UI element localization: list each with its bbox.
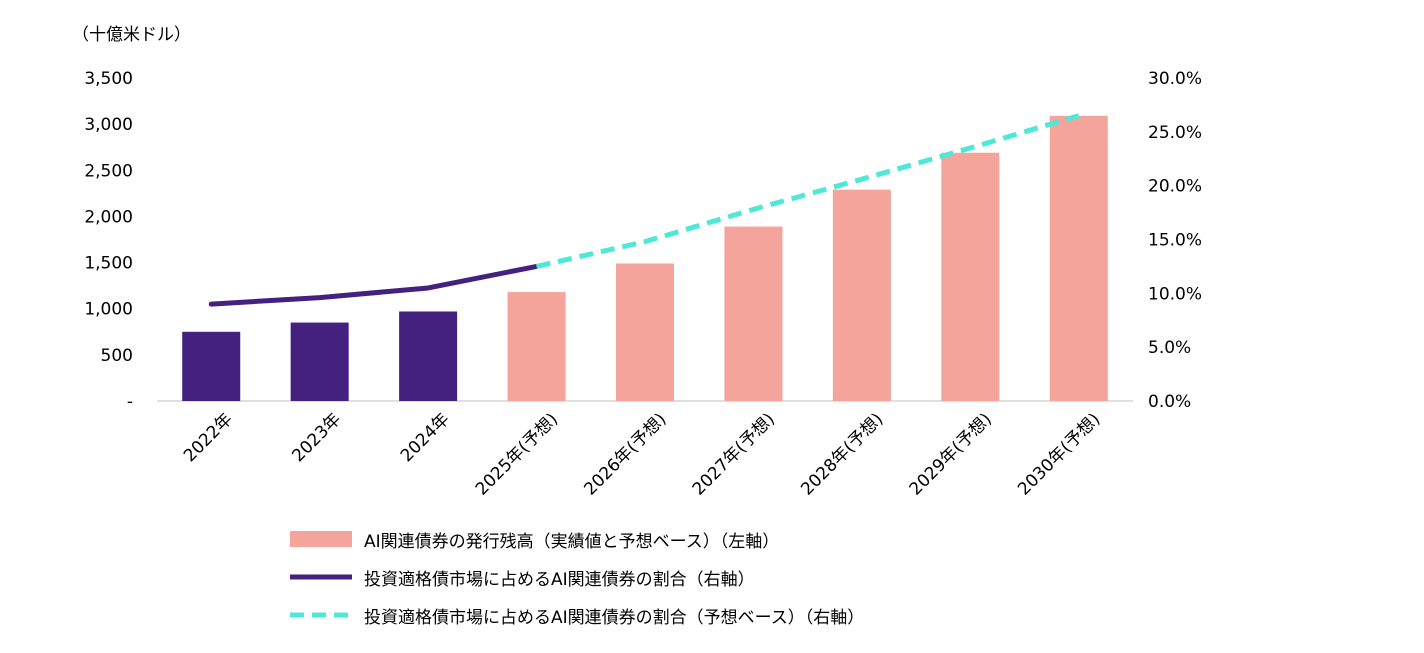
line-series — [208, 113, 1080, 307]
bar-series — [182, 115, 1108, 401]
bar — [832, 189, 891, 401]
bar — [941, 152, 1000, 401]
bar — [724, 226, 783, 401]
legend-label-line-forecast: 投資適格債市場に占めるAI関連債券の割合（予想ベース）（右軸） — [364, 607, 865, 628]
left-tick-label: - — [127, 392, 133, 412]
left-tick-label: 3,000 — [84, 115, 133, 135]
legend-item-line-actual: 投資適格債市場に占めるAI関連債券の割合（右軸） — [290, 558, 864, 596]
left-tick-label: 2,000 — [84, 207, 133, 227]
left-tick-label: 500 — [101, 346, 133, 366]
legend-swatch-line-actual — [290, 567, 352, 587]
x-tick-label: 2030年(予想) — [1014, 409, 1104, 499]
left-axis-unit-label: （十億米ドル） — [72, 25, 191, 45]
left-tick-label: 2,500 — [84, 161, 133, 181]
right-tick-label: 15.0% — [1148, 231, 1202, 251]
x-tick-label: 2025年(予想) — [472, 409, 562, 499]
bar — [616, 263, 674, 401]
x-tick-label: 2028年(予想) — [797, 409, 887, 499]
bar — [399, 311, 458, 401]
legend-label-bars: AI関連債券の発行残高（実績値と予想ベース）（左軸） — [364, 531, 780, 552]
left-tick-label: 1,000 — [84, 300, 133, 320]
right-tick-label: 20.0% — [1148, 177, 1202, 197]
bar — [290, 322, 349, 401]
right-tick-label: 30.0% — [1148, 69, 1202, 89]
line-forecast-share — [535, 113, 1080, 269]
line-actual-share — [208, 263, 540, 307]
bar — [182, 331, 241, 401]
bar — [507, 292, 566, 401]
left-tick-label: 3,500 — [84, 69, 133, 89]
right-tick-label: 25.0% — [1148, 123, 1202, 143]
x-tick-label: 2029年(予想) — [906, 409, 996, 499]
legend-swatch-bars — [290, 529, 352, 549]
x-axis: 2022年 2023年 2024年 2025年(予想) 2026年(予想) 2027年(予… — [180, 409, 1104, 499]
right-tick-label: 5.0% — [1148, 338, 1191, 358]
bar — [1049, 115, 1108, 401]
legend-item-line-forecast: 投資適格債市場に占めるAI関連債券の割合（予想ベース）（右軸） — [290, 596, 864, 634]
x-tick-label: 2027年(予想) — [689, 409, 779, 499]
right-axis: 0.0% 5.0% 10.0% 15.0% 20.0% 25.0% 30.0% — [1148, 69, 1202, 412]
legend-item-bars: AI関連債券の発行残高（実績値と予想ベース）（左軸） — [290, 520, 864, 558]
x-tick-label: 2023年 — [288, 409, 345, 466]
left-tick-label: 1,500 — [84, 254, 133, 274]
legend: AI関連債券の発行残高（実績値と予想ベース）（左軸） 投資適格債市場に占めるAI… — [290, 520, 864, 634]
legend-swatch-line-forecast — [290, 605, 352, 625]
left-axis: - 500 1,000 1,500 2,000 2,500 3,000 3,500 — [84, 69, 133, 412]
x-tick-label: 2024年 — [397, 409, 454, 466]
x-tick-label: 2026年(予想) — [580, 409, 670, 499]
right-tick-label: 0.0% — [1148, 392, 1191, 412]
legend-label-line-actual: 投資適格債市場に占めるAI関連債券の割合（右軸） — [364, 569, 755, 590]
x-tick-label: 2022年 — [180, 409, 237, 466]
right-tick-label: 10.0% — [1148, 284, 1202, 304]
